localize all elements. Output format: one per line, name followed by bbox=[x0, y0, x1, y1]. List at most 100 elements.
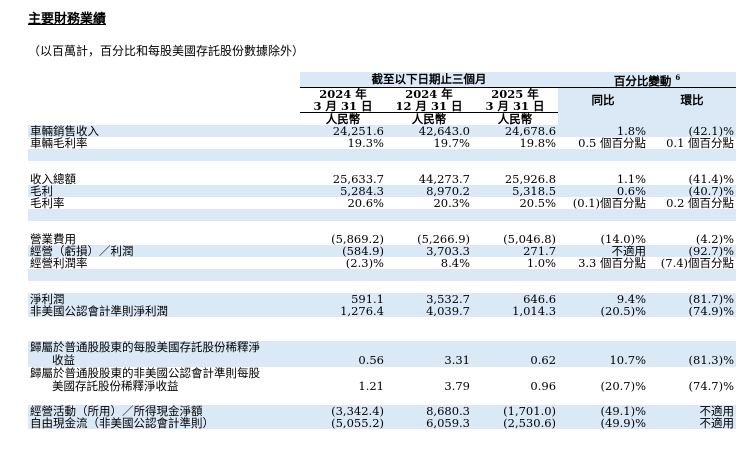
row-label: 自由現金流（非美國公認會計準則） bbox=[28, 416, 300, 429]
value-qoq: (81.3)% bbox=[648, 353, 737, 367]
spacer-row bbox=[28, 161, 736, 173]
value-q1-2025: 25,926.8 bbox=[504, 172, 557, 185]
row-label: 經營利潤率 bbox=[30, 256, 88, 269]
table-row: 毛利 5,284.3 8,970.2 5,318.5 0.6% (40.7)% bbox=[28, 184, 737, 197]
value-yoy: 1.8% bbox=[558, 124, 649, 137]
value-qoq: 0.2 個百分點 bbox=[666, 196, 735, 209]
qoq-header: 環比 bbox=[648, 87, 737, 113]
value-qoq: (74.9)% bbox=[648, 304, 737, 317]
value-q4-2024: 3.79 bbox=[444, 379, 470, 393]
value-q1-2024: (5,869.2) bbox=[331, 232, 384, 245]
row-label: 營業費用 bbox=[30, 232, 76, 245]
value-yoy: 3.3 個百分點 bbox=[578, 256, 647, 269]
value-q1-2024: 1,276.4 bbox=[300, 304, 386, 317]
row-label-line1: 歸屬於普通股股東的每股美國存託股份稀釋淨 bbox=[28, 340, 300, 354]
value-q4-2024: 8,970.2 bbox=[386, 184, 472, 197]
row-label: 車輛毛利率 bbox=[30, 136, 88, 149]
value-q1-2025: (5,046.8) bbox=[503, 232, 557, 245]
period-date-1: 3 月 31 日 bbox=[313, 99, 373, 113]
value-qoq: 不適用 bbox=[648, 416, 737, 429]
value-q1-2025: 5,318.5 bbox=[472, 184, 559, 197]
value-q4-2024: 8.4% bbox=[440, 256, 470, 269]
value-qoq: (41.4)% bbox=[688, 172, 735, 185]
change-group-header: 百分比變動 6 bbox=[558, 72, 737, 88]
value-q1-2024: 25,633.7 bbox=[332, 172, 384, 185]
row-label-line1: 歸屬於普通股股東的非美國公認會計準則每股 bbox=[30, 366, 260, 380]
value-q4-2024: 44,273.7 bbox=[418, 172, 470, 185]
value-q4-2024: 20.3% bbox=[433, 196, 470, 209]
spacer-row bbox=[28, 148, 737, 161]
financial-results-table: 截至以下日期止三個月 百分比變動 6 2024 年 2024 年 2025 年 … bbox=[28, 72, 737, 429]
value-q4-2024: 4,039.7 bbox=[386, 304, 472, 317]
row-label: 毛利 bbox=[28, 184, 300, 197]
value-q4-2024: 6,059.3 bbox=[386, 416, 472, 429]
value-qoq: (81.7)% bbox=[648, 292, 737, 305]
spacer-row bbox=[28, 221, 736, 233]
value-qoq: 0.1 個百分點 bbox=[666, 136, 735, 149]
row-label: 經營活動（所用）／所得現金淨額 bbox=[28, 404, 300, 417]
value-q4-2024: 3,703.3 bbox=[386, 244, 472, 257]
value-q1-2025: 20.5% bbox=[519, 196, 557, 209]
value-yoy: 10.7% bbox=[558, 353, 649, 367]
units-note: （以百萬計，百分比和每股美國存託股份數據除外） bbox=[28, 44, 305, 58]
period-year-2: 2024 年 bbox=[405, 87, 453, 100]
value-yoy: (49.9)% bbox=[558, 416, 649, 429]
period-year-3: 2025 年 bbox=[491, 87, 539, 100]
value-yoy: (20.7)% bbox=[600, 379, 647, 393]
value-qoq: (4.2)% bbox=[695, 232, 735, 245]
value-q1-2024: (584.9) bbox=[300, 244, 386, 257]
spacer-row bbox=[28, 268, 737, 281]
value-q1-2024: (2.3)% bbox=[345, 256, 384, 269]
row-label-line2: 收益 bbox=[28, 353, 300, 367]
table-row: 營業費用 (5,869.2) (5,266.9) (5,046.8) (14.0… bbox=[28, 233, 736, 245]
period-date-3: 3 月 31 日 bbox=[485, 99, 545, 113]
section-title: 主要財務業績 bbox=[28, 12, 107, 27]
value-qoq: (74.7)% bbox=[688, 379, 735, 393]
value-q4-2024: 3.31 bbox=[386, 353, 472, 367]
value-yoy: 0.5 個百分點 bbox=[578, 136, 647, 149]
currency-3: 人民幣 bbox=[472, 111, 559, 125]
value-q1-2025: (1,701.0) bbox=[472, 404, 559, 417]
row-label: 淨利潤 bbox=[28, 292, 300, 305]
table-row: 車輛毛利率 19.3% 19.7% 19.8% 0.5 個百分點 0.1 個百分… bbox=[28, 137, 736, 149]
table-row: 淨利潤 591.1 3,532.7 646.6 9.4% (81.7)% bbox=[28, 292, 737, 305]
value-yoy: 0.6% bbox=[558, 184, 649, 197]
value-yoy: (14.0)% bbox=[600, 232, 647, 245]
value-q1-2024: 591.1 bbox=[300, 292, 386, 305]
value-q1-2025: 19.8% bbox=[519, 136, 557, 149]
value-q1-2025: 1.0% bbox=[526, 256, 557, 269]
value-qoq: 不適用 bbox=[648, 404, 737, 417]
row-label: 收入總額 bbox=[30, 172, 76, 185]
table-row: 歸屬於普通股股東的非美國公認會計準則每股 bbox=[28, 367, 736, 380]
value-yoy: 9.4% bbox=[558, 292, 649, 305]
row-label-line2: 美國存託股份稀釋淨收益 bbox=[52, 379, 179, 393]
period-date-2: 12 月 31 日 bbox=[395, 99, 463, 113]
value-q1-2024: 24,251.6 bbox=[300, 124, 386, 137]
row-label: 非美國公認會計準則淨利潤 bbox=[28, 304, 300, 317]
table-row: 經營利潤率 (2.3)% 8.4% 1.0% 3.3 個百分點 (7.4)個百分… bbox=[28, 257, 736, 269]
value-yoy: (49.1)% bbox=[558, 404, 649, 417]
spacer-row bbox=[28, 317, 736, 329]
yoy-header: 同比 bbox=[558, 87, 649, 113]
value-yoy: 不適用 bbox=[558, 244, 649, 257]
value-q1-2025: 24,678.6 bbox=[472, 124, 559, 137]
value-q1-2024: 5,284.3 bbox=[300, 184, 386, 197]
spacer-row bbox=[28, 329, 736, 341]
value-q1-2025: (2,530.6) bbox=[472, 416, 559, 429]
value-yoy: 1.1% bbox=[616, 172, 647, 185]
value-q1-2025: 0.96 bbox=[530, 379, 557, 393]
value-q1-2025: 0.62 bbox=[472, 353, 559, 367]
row-label: 車輛銷售收入 bbox=[28, 124, 300, 137]
value-q4-2024: (5,266.9) bbox=[417, 232, 470, 245]
value-q4-2024: 3,532.7 bbox=[386, 292, 472, 305]
table-row: 自由現金流（非美國公認會計準則） (5,055.2) 6,059.3 (2,53… bbox=[28, 416, 737, 429]
value-q1-2025: 646.6 bbox=[472, 292, 559, 305]
value-q4-2024: 19.7% bbox=[433, 136, 470, 149]
table-row: 收入總額 25,633.7 44,273.7 25,926.8 1.1% (41… bbox=[28, 173, 736, 185]
value-qoq: (7.4)個百分點 bbox=[660, 256, 735, 269]
value-q1-2024: 19.3% bbox=[347, 136, 384, 149]
spacer-row bbox=[28, 393, 736, 405]
table-row: 車輛銷售收入 24,251.6 42,643.0 24,678.6 1.8% (… bbox=[28, 124, 737, 137]
period-group-header: 截至以下日期止三個月 bbox=[300, 72, 559, 88]
